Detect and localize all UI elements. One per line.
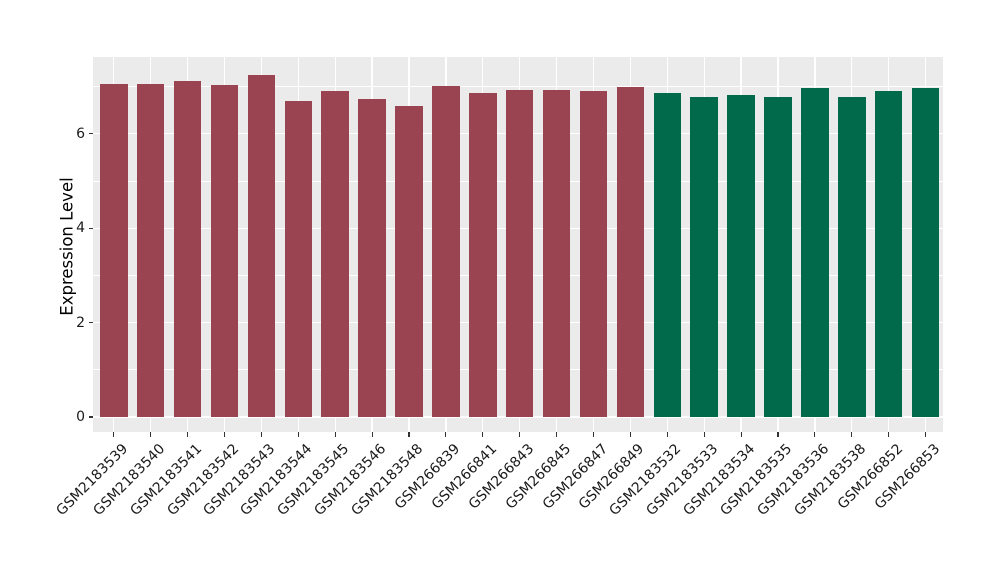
y-axis-title: Expression Level — [57, 177, 77, 316]
x-tick — [113, 432, 115, 437]
x-tick — [187, 432, 189, 437]
x-tick — [482, 432, 484, 437]
y-tick — [89, 416, 93, 418]
x-tick — [666, 432, 668, 437]
bar-GSM2183539 — [100, 83, 128, 417]
y-tick-label: 2 — [76, 314, 85, 331]
bar-GSM2183533 — [690, 96, 718, 417]
x-tick — [334, 432, 336, 437]
bar-GSM2183543 — [247, 74, 276, 417]
x-tick — [519, 432, 521, 437]
bar-GSM2183538 — [838, 97, 866, 417]
bar-GSM2183540 — [136, 83, 165, 417]
x-tick — [223, 432, 226, 437]
plot-panel — [93, 57, 943, 432]
x-tick — [445, 432, 447, 437]
bar-GSM266843 — [505, 89, 534, 417]
bar-GSM2183541 — [173, 80, 202, 417]
bar-GSM2183548 — [395, 105, 423, 417]
x-tick — [260, 432, 262, 437]
bar-GSM266845 — [542, 89, 571, 417]
x-tick — [629, 432, 631, 437]
bar-GSM2183546 — [358, 98, 386, 417]
y-tick-label: 0 — [76, 409, 85, 425]
gridline-major — [93, 416, 943, 418]
x-tick — [297, 432, 299, 437]
x-tick — [851, 432, 853, 437]
bar-GSM2183532 — [653, 92, 682, 417]
x-tick — [556, 432, 558, 437]
x-tick — [777, 432, 779, 437]
bar-GSM266839 — [432, 85, 460, 417]
bar-GSM266841 — [469, 93, 497, 417]
x-tick — [408, 432, 410, 437]
bar-GSM266849 — [616, 86, 645, 417]
bar-GSM266847 — [579, 90, 608, 417]
bar-GSM2183544 — [284, 100, 313, 417]
bar-GSM2183535 — [764, 97, 792, 417]
x-tick — [592, 432, 595, 437]
x-tick — [371, 432, 373, 437]
bar-GSM266852 — [874, 91, 903, 417]
y-tick-label: 4 — [76, 220, 85, 237]
bar-GSM2183534 — [727, 95, 755, 417]
y-tick-label: 6 — [76, 125, 85, 142]
x-tick — [150, 432, 152, 437]
bar-GSM2183542 — [210, 85, 239, 417]
bar-GSM266853 — [911, 88, 940, 417]
x-tick — [888, 432, 890, 437]
bar-GSM2183545 — [321, 90, 349, 417]
bar-GSM2183536 — [801, 88, 829, 417]
x-tick — [814, 432, 816, 437]
y-tick — [89, 133, 93, 135]
gridline-minor — [93, 86, 943, 87]
x-tick — [740, 432, 742, 437]
y-tick — [89, 227, 93, 229]
y-tick — [89, 322, 93, 324]
x-tick — [925, 432, 927, 437]
x-tick — [703, 432, 705, 437]
